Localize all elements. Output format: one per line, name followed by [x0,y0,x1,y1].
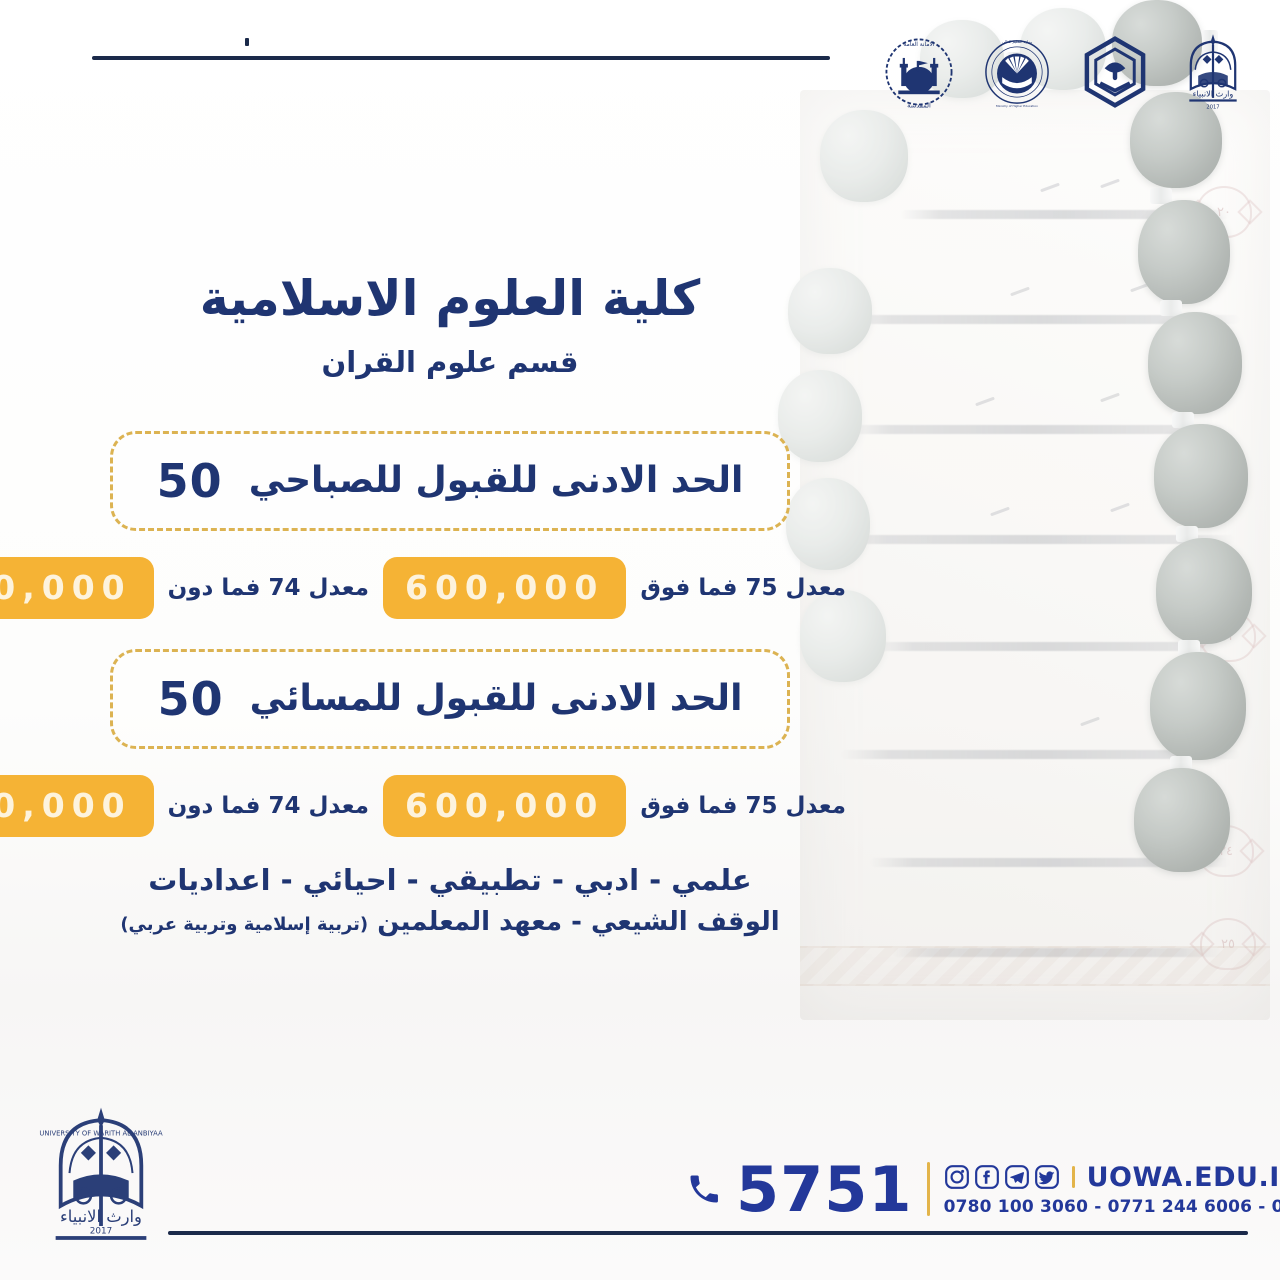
department-title: قسم علوم القران [321,344,579,379]
ayah-marker-20: ٢٠ [1196,186,1252,238]
footer-university-logo: UNIVERSITY OF WARITH AL-ANBIYAA وارث الا… [39,1107,163,1240]
header-dot [245,38,249,46]
morning-fee-row: معدل 75 فما فوق 600,000 معدل 74 فما دون … [0,556,860,619]
warith-al-anbiyaa-university-logo: وارث الانبياء 2017 [1189,34,1237,110]
branches-line-1: علمي - ادبي - تطبيقي - احيائي - اعداديات [148,862,752,897]
footer-logo-caption: UNIVERSITY OF WARITH AL-ANBIYAA [39,1129,163,1137]
svg-text:المقدسة: المقدسة [907,102,931,110]
header-logo-row: الامانة العامة المقدسة وزارة التعليم الع… [882,30,1250,114]
svg-text:وارث الانبياء: وارث الانبياء [60,1207,142,1227]
svg-text:2017: 2017 [1206,104,1219,110]
svg-text:وارث الانبياء: وارث الانبياء [1193,88,1234,98]
morning-fee-tier-low-label: معدل 74 فما دون [167,574,369,601]
social-icon-row [944,1164,1060,1190]
phone-numbers: 0780 100 3060 - 0771 244 6006 - 0773 489… [943,1196,1280,1217]
evening-fee-tier-high-label: معدل 75 فما فوق [640,792,846,819]
evening-admission-value: 50 [157,671,224,726]
evening-admission-box: الحد الادنى للقبول للمسائي 50 [110,648,790,749]
twitter-icon[interactable] [1034,1164,1060,1190]
morning-admission-value: 50 [156,453,223,508]
accepted-branches: علمي - ادبي - تطبيقي - احيائي - اعداديات… [120,863,779,937]
ministry-higher-education-logo: وزارة التعليم العالي Ministry of Higher … [985,40,1049,108]
svg-text:Ministry of Higher Education: Ministry of Higher Education [996,104,1038,108]
holy-shrine-secretariat-logo: الامانة العامة المقدسة [885,38,953,110]
ayah-marker-25: ٢٥ [1200,918,1256,970]
morning-fee-tier-high-label: معدل 75 فما فوق [640,574,846,601]
header-divider [92,56,830,60]
page-ornament-border [800,946,1270,986]
instagram-icon[interactable] [944,1164,970,1190]
evening-fee-row: معدل 75 فما فوق 600,000 معدل 74 فما دون … [0,774,860,837]
morning-admission-label: الحد الادنى للقبول للصباحي [248,460,744,502]
footer-divider [168,1231,1248,1235]
website-separator [1071,1166,1075,1189]
contact-separator [926,1162,930,1217]
evening-fee-tier-low-label: معدل 74 فما دون [167,792,369,819]
evening-admission-label: الحد الادنى للقبول للمسائي [249,678,743,720]
hotline-number: 5751 [736,1152,913,1226]
branches-line-2-main: الوقف الشيعي - معهد المعلمين [377,906,780,937]
phone-icon [690,1175,718,1203]
svg-text:وزارة التعليم العالي: وزارة التعليم العالي [1002,40,1032,44]
branches-note: (تربية إسلامية وتربية عربي) [120,913,369,935]
hexagon-emblem-logo [1084,36,1146,108]
morning-fee-amount-low: 900,000 [0,556,154,619]
contact-right-block: UOWA.EDU.IQ 0780 100 3060 - 0771 244 600… [944,1162,1280,1217]
branches-line-2: الوقف الشيعي - معهد المعلمين (تربية إسلا… [120,907,779,937]
footer-contact-block: 5751 [686,1152,1280,1226]
morning-fee-amount-high: 600,000 [383,556,627,619]
morning-admission-box: الحد الادنى للقبول للصباحي 50 [110,430,790,531]
evening-fee-amount-high: 600,000 [383,774,627,837]
ayah-marker-23: ٢٣ [1200,610,1256,662]
evening-fee-amount-low: 900,000 [0,774,154,837]
svg-text:الامانة العامة: الامانة العامة [903,42,934,48]
telegram-icon[interactable] [1004,1164,1030,1190]
main-content: كلية العلوم الاسلامية قسم علوم القران ال… [0,270,900,937]
website-url[interactable]: UOWA.EDU.IQ [1086,1161,1280,1193]
ayah-marker-24: ٢٤ [1198,825,1254,877]
facebook-icon[interactable] [974,1164,1000,1190]
college-title: كلية العلوم الاسلامية [199,270,702,327]
footer-logo-year: 2017 [90,1227,112,1237]
